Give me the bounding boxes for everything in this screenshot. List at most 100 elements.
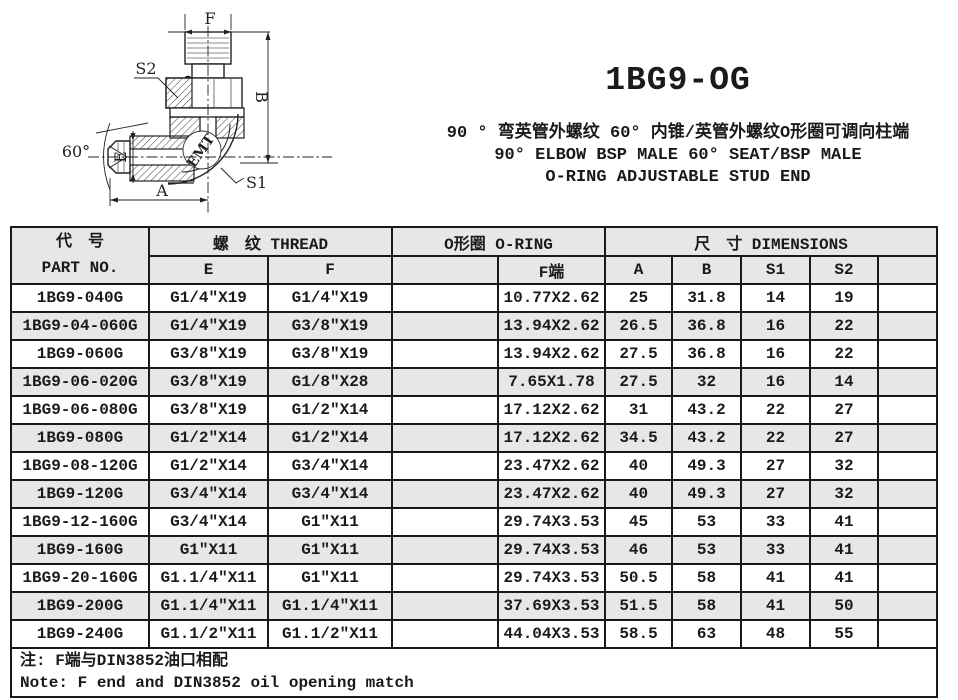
cell-e: G3/8″X19 [148,395,269,425]
cell-s2: 41 [809,563,880,593]
cell-s1: 14 [740,283,812,313]
note-chinese: 注: F端与DIN3852油口相配 [20,652,229,670]
cell-e: G1″X11 [148,535,269,565]
cell-f: G3/8″X19 [267,339,393,369]
cell-e: G1.1/2″X11 [148,619,269,649]
cell-f_end: 13.94X2.62 [496,339,607,369]
cell-part: 1BG9-06-020G [10,367,150,397]
table-row: 1BG9-120G G3/4″X14 G3/4″X14 23.47X2.62 40 49.… [10,479,939,509]
cell-b: 58 [671,591,743,621]
cell-s1: 16 [740,367,812,397]
col-header-part-cn: 代 号 [55,232,104,251]
cell-part: 1BG9-200G [10,591,150,621]
cell-f: G1/8″X28 [267,367,393,397]
cell-a: 51.5 [604,591,674,621]
dim-a-label: A [155,181,168,200]
cell-f: G3/4″X14 [267,451,393,481]
cell-extra [877,423,939,453]
cell-extra [877,563,939,593]
cell-a: 50.5 [604,563,674,593]
table-row: 1BG9-040G G1/4″X19 G1/4″X19 10.77X2.62 25 31.… [10,283,939,313]
cell-s2: 22 [809,339,880,369]
sub-header-B: B [671,255,743,285]
cell-part: 1BG9-12-160G [10,507,150,537]
cone-angle-label: 60° [62,142,90,161]
cell-part: 1BG9-08-120G [10,451,150,481]
cell-b: 43.2 [671,395,743,425]
subtitle-english-1: 90° ELBOW BSP MALE 60° SEAT/BSP MALE [494,146,862,165]
cell-s2: 22 [809,311,880,341]
note-english: Note: F end and DIN3852 oil opening matc… [20,673,414,692]
cell-part: 1BG9-160G [10,535,150,565]
cell-oring_blank [391,563,499,593]
cell-a: 58.5 [604,619,674,649]
cell-s1: 16 [740,339,812,369]
cell-oring_blank [391,507,499,537]
cell-s2: 32 [809,451,880,481]
cell-a: 31 [604,395,674,425]
cell-part: 1BG9-20-160G [10,563,150,593]
cell-e: G1.1/4″X11 [148,591,269,621]
cell-a: 46 [604,535,674,565]
cell-e: G1/2″X14 [148,451,269,481]
table-row: 1BG9-160G G1″X11 G1″X11 29.74X3.53 46 53 33 41 [10,535,939,565]
spec-table: 代 号 PART NO. 螺 纹 THREAD O形圈 O-RING 尺 寸 D… [9,226,939,699]
table-row: 1BG9-240G G1.1/2″X11 G1.1/2″X11 44.04X3.53 5… [10,619,939,649]
cell-b: 53 [671,507,743,537]
cell-extra [877,367,939,397]
cell-b: 36.8 [671,311,743,341]
cell-f_end: 13.94X2.62 [496,311,607,341]
cell-f_end: 29.74X3.53 [496,535,607,565]
cell-s1: 33 [740,507,812,537]
cell-oring_blank [391,423,499,453]
cell-oring_blank [391,339,499,369]
cell-f: G1″X11 [267,563,393,593]
cell-oring_blank [391,451,499,481]
cell-extra [877,451,939,481]
sub-header-blank-8 [877,255,939,285]
cell-extra [877,591,939,621]
col-group-thread: 螺 纹 THREAD [148,226,393,257]
cell-s1: 22 [740,395,812,425]
col-header-part-no: 代 号 PART NO. [10,226,150,285]
cell-s2: 50 [809,591,880,621]
header-row-subcolumns: E F F端 A B S1 S2 [11,255,939,285]
sub-header-E: E [148,255,269,285]
sub-header-A: A [604,255,674,285]
note-row: 注: F端与DIN3852油口相配 Note: F end and DIN385… [9,646,939,699]
dim-b-label: B [252,91,271,103]
cell-s1: 41 [740,563,812,593]
cell-f_end: 17.12X2.62 [496,395,607,425]
cell-s1: 16 [740,311,812,341]
cell-b: 43.2 [671,423,743,453]
cell-a: 34.5 [604,423,674,453]
cell-oring_blank [391,619,499,649]
cell-extra [877,395,939,425]
cell-part: 1BG9-240G [10,619,150,649]
cell-extra [877,535,939,565]
subtitle-english-2: O-RING ADJUSTABLE STUD END [545,168,811,187]
cell-s1: 27 [740,479,812,509]
cell-a: 26.5 [604,311,674,341]
sub-header-F: F [267,255,393,285]
cell-s2: 14 [809,367,880,397]
cell-f_end: 29.74X3.53 [496,507,607,537]
cell-a: 27.5 [604,339,674,369]
table-row: 1BG9-200G G1.1/4″X11 G1.1/4″X11 37.69X3.53 5… [10,591,939,621]
spec-table-body: 1BG9-040G G1/4″X19 G1/4″X19 10.77X2.62 25 31.… [10,283,939,649]
cell-part: 1BG9-060G [10,339,150,369]
cell-extra [877,283,939,313]
cell-a: 27.5 [604,367,674,397]
table-row: 1BG9-12-160G G3/4″X14 G1″X11 29.74X3.53 45 53… [10,507,939,537]
cell-f_end: 7.65X1.78 [496,367,607,397]
cell-s2: 41 [809,535,880,565]
cell-oring_blank [391,479,499,509]
cell-s2: 41 [809,507,880,537]
cell-oring_blank [391,367,499,397]
cell-b: 49.3 [671,479,743,509]
cell-oring_blank [391,591,499,621]
note-cell: 注: F端与DIN3852油口相配 Note: F end and DIN385… [9,646,939,699]
table-row: 1BG9-06-080G G3/8″X19 G1/2″X14 17.12X2.62 31… [10,395,939,425]
cell-f_end: 37.69X3.53 [496,591,607,621]
cell-f: G1″X11 [267,507,393,537]
